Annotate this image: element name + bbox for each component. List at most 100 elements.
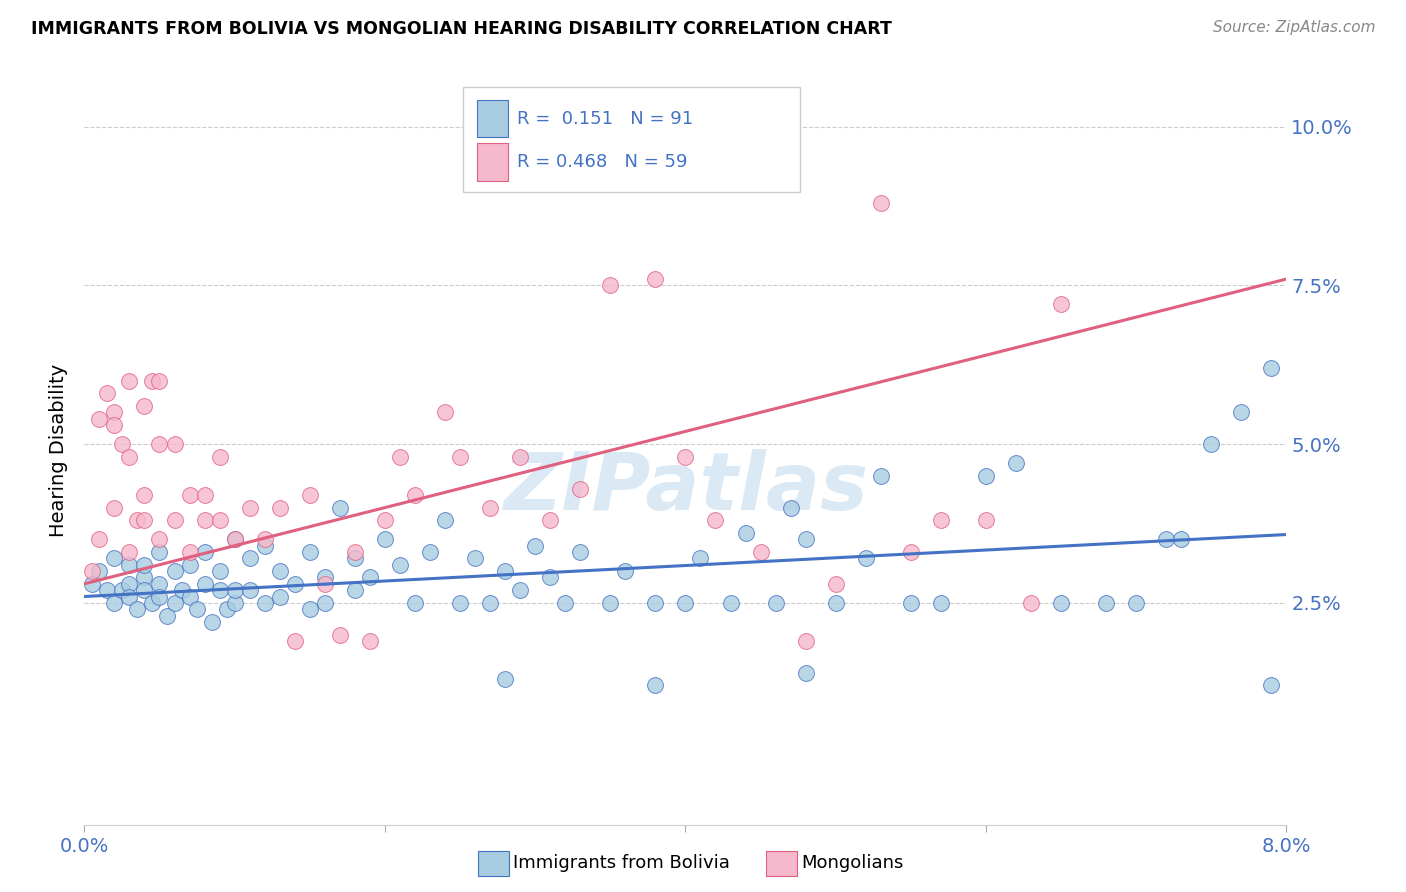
Point <box>103 405 125 419</box>
Point <box>855 551 877 566</box>
Point <box>538 513 561 527</box>
FancyBboxPatch shape <box>463 87 800 192</box>
Point <box>794 634 817 648</box>
Point <box>253 539 276 553</box>
Point <box>239 500 262 515</box>
Point <box>194 545 217 559</box>
Point <box>779 500 801 515</box>
Point <box>208 450 231 464</box>
Point <box>269 500 291 515</box>
Point <box>1201 437 1223 451</box>
Text: IMMIGRANTS FROM BOLIVIA VS MONGOLIAN HEARING DISABILITY CORRELATION CHART: IMMIGRANTS FROM BOLIVIA VS MONGOLIAN HEA… <box>31 20 891 37</box>
Point <box>1230 405 1253 419</box>
Point <box>749 545 772 559</box>
Point <box>141 374 163 388</box>
Point <box>509 583 531 598</box>
Point <box>359 570 381 584</box>
Point <box>253 533 276 547</box>
Point <box>1260 360 1282 375</box>
Point <box>179 590 201 604</box>
Point <box>434 513 457 527</box>
Text: Mongolians: Mongolians <box>801 855 904 872</box>
Point <box>479 596 502 610</box>
Point <box>675 596 697 610</box>
Point <box>298 545 321 559</box>
Point <box>118 558 141 572</box>
Point <box>118 545 141 559</box>
Point <box>80 576 103 591</box>
Point <box>253 596 276 610</box>
Point <box>464 551 486 566</box>
Point <box>298 602 321 616</box>
Point <box>343 583 366 598</box>
Point <box>1095 596 1118 610</box>
Point <box>224 533 246 547</box>
Point <box>208 564 231 578</box>
Point <box>329 500 352 515</box>
Point <box>538 570 561 584</box>
Point <box>374 513 396 527</box>
Point <box>900 596 922 610</box>
Point <box>343 551 366 566</box>
Point <box>314 570 336 584</box>
Point <box>201 615 224 629</box>
Point <box>343 545 366 559</box>
Point <box>125 602 148 616</box>
Point <box>125 513 148 527</box>
Point <box>103 500 125 515</box>
Point <box>179 545 201 559</box>
Point <box>1125 596 1147 610</box>
Text: Source: ZipAtlas.com: Source: ZipAtlas.com <box>1212 20 1375 35</box>
Point <box>148 590 170 604</box>
Point <box>239 583 262 598</box>
Point <box>134 570 156 584</box>
Point <box>929 513 952 527</box>
Point <box>179 558 201 572</box>
Point <box>148 576 170 591</box>
Point <box>111 437 134 451</box>
FancyBboxPatch shape <box>478 144 508 181</box>
Point <box>494 672 516 686</box>
Point <box>103 596 125 610</box>
Point <box>869 468 891 483</box>
Point <box>704 513 727 527</box>
Point <box>614 564 637 578</box>
Point <box>134 583 156 598</box>
Text: R = 0.468   N = 59: R = 0.468 N = 59 <box>517 153 688 171</box>
Point <box>239 551 262 566</box>
Point <box>208 583 231 598</box>
Point <box>163 564 186 578</box>
Point <box>554 596 576 610</box>
Point <box>156 608 179 623</box>
Point <box>509 450 531 464</box>
Point <box>824 596 846 610</box>
Point <box>388 558 411 572</box>
Point <box>1260 678 1282 692</box>
Point <box>374 533 396 547</box>
Point <box>314 576 336 591</box>
Point <box>179 488 201 502</box>
Point <box>675 450 697 464</box>
Point <box>644 596 666 610</box>
Point <box>269 590 291 604</box>
Point <box>217 602 239 616</box>
Point <box>118 374 141 388</box>
Point <box>1050 297 1073 311</box>
Point <box>404 488 426 502</box>
Point <box>134 399 156 413</box>
Point <box>96 583 118 598</box>
FancyBboxPatch shape <box>478 100 508 137</box>
Point <box>720 596 742 610</box>
Point <box>284 634 307 648</box>
Point <box>224 533 246 547</box>
Point <box>644 678 666 692</box>
Point <box>224 596 246 610</box>
Point <box>1019 596 1042 610</box>
Point <box>111 583 134 598</box>
Point <box>284 576 307 591</box>
Point <box>298 488 321 502</box>
Point <box>494 564 516 578</box>
Text: ZIPatlas: ZIPatlas <box>503 449 868 527</box>
Point <box>900 545 922 559</box>
Point <box>118 450 141 464</box>
